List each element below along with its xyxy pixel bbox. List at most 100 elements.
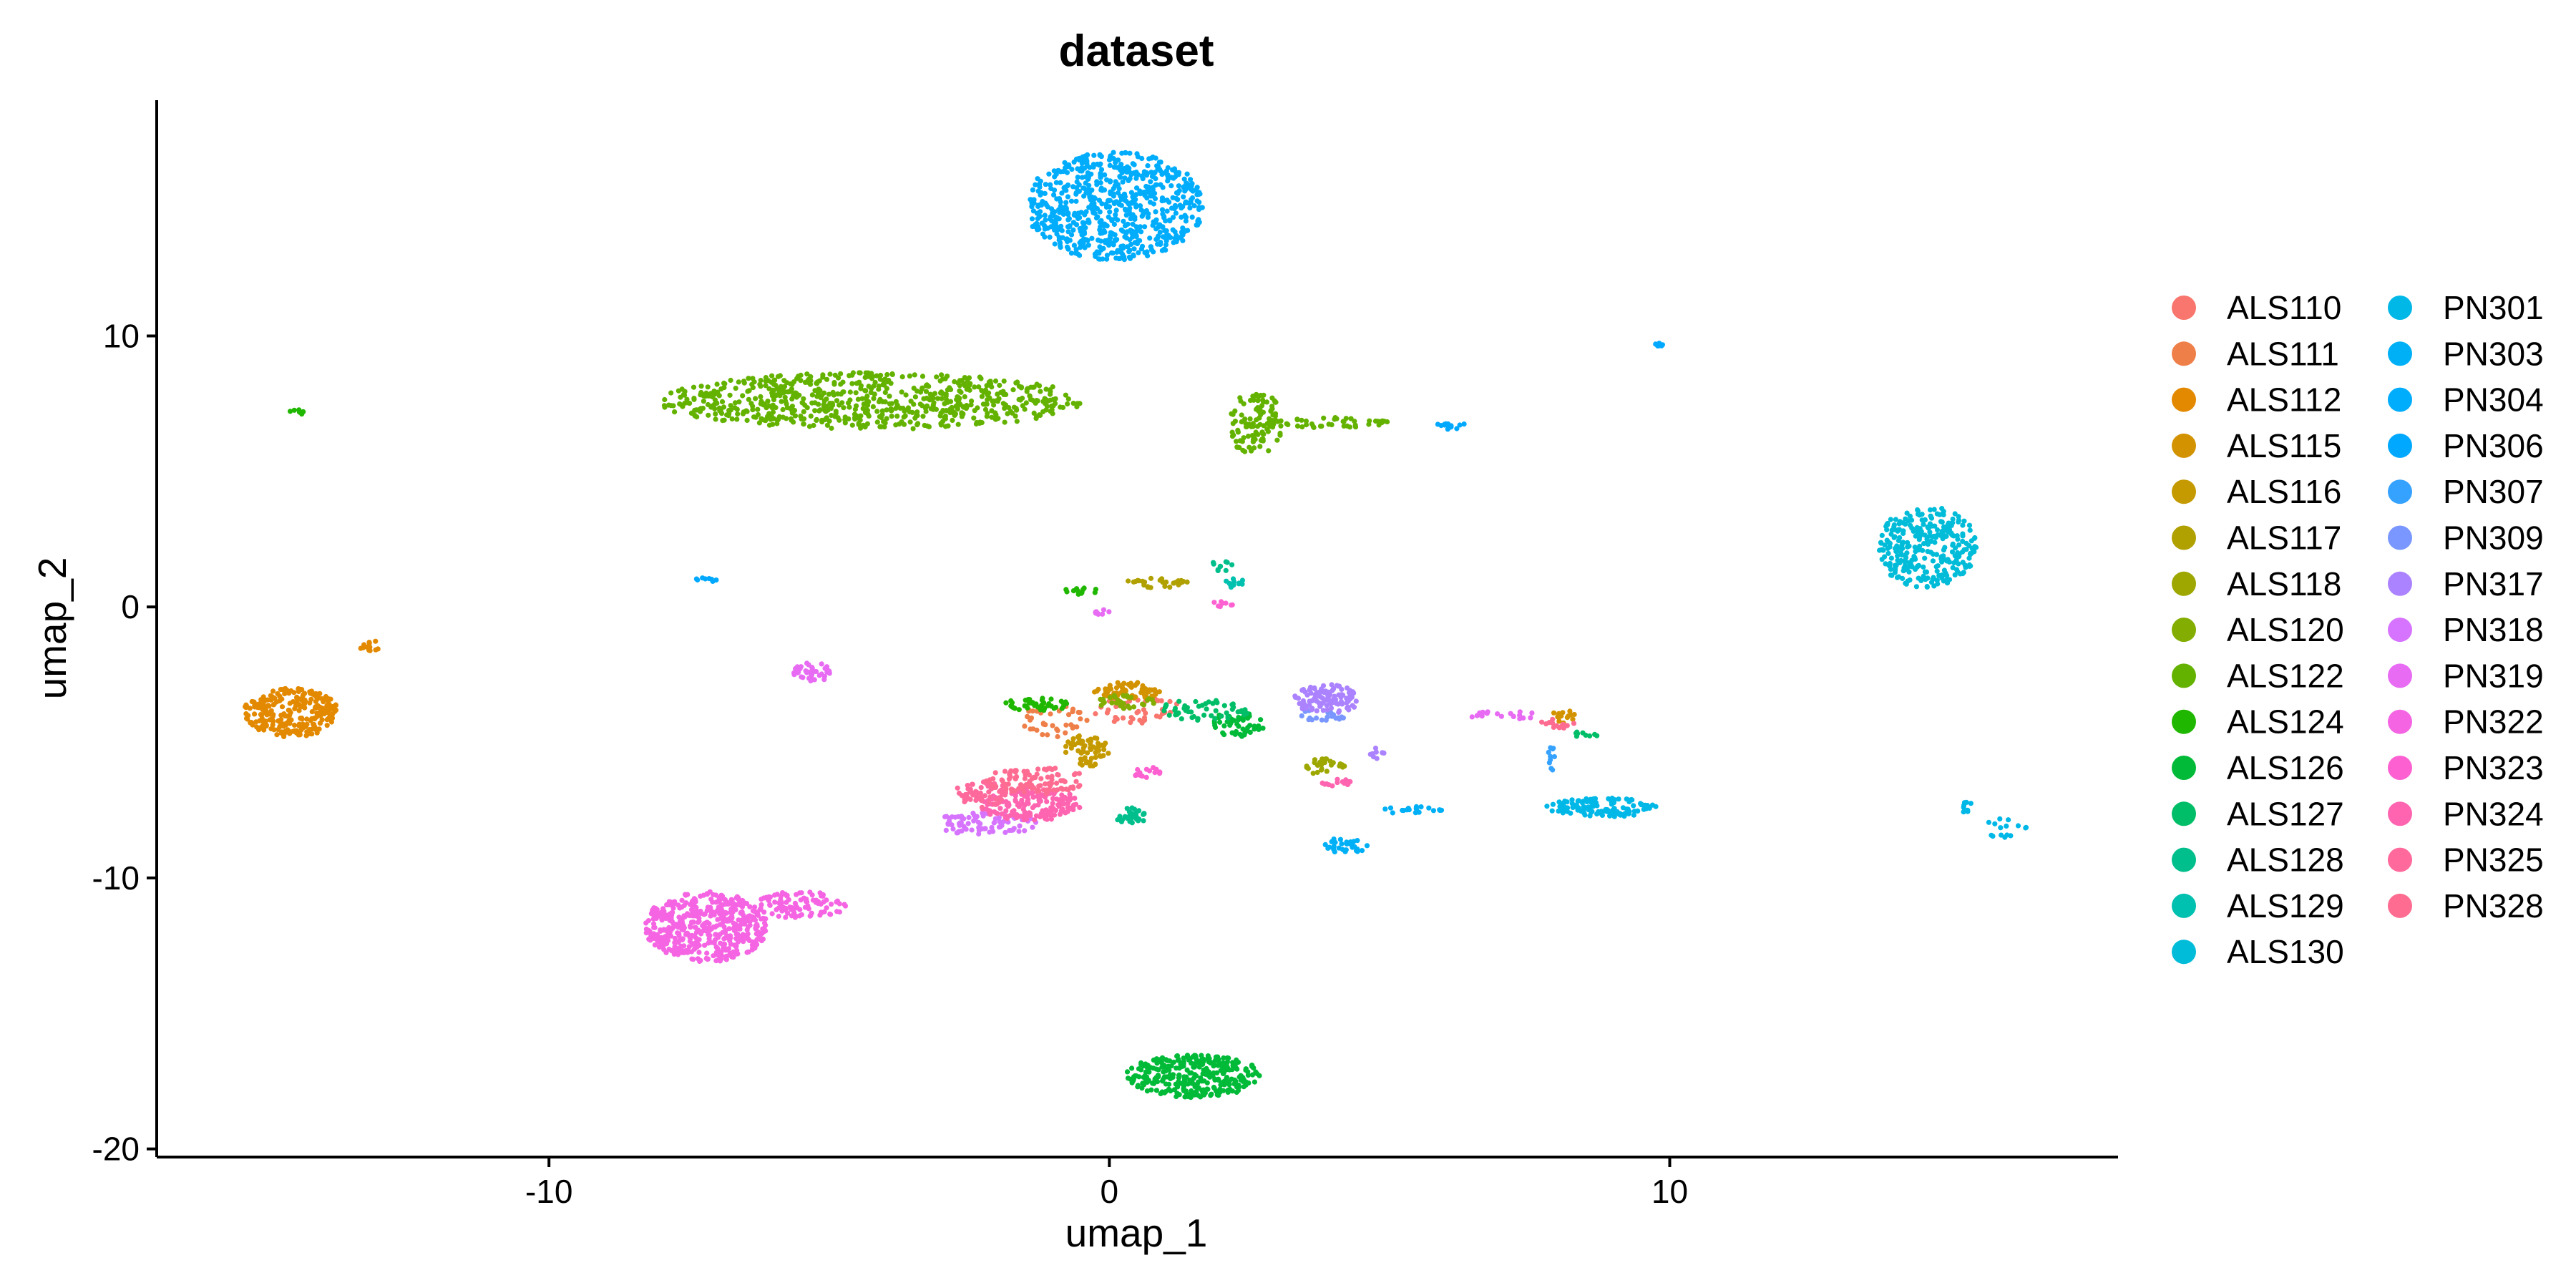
data-point	[1913, 549, 1918, 555]
data-point	[1902, 559, 1908, 565]
data-point	[1304, 764, 1309, 771]
data-point	[333, 702, 339, 708]
data-point	[1237, 395, 1243, 401]
data-point	[1022, 776, 1028, 781]
data-point	[1117, 683, 1123, 688]
data-point	[1143, 687, 1148, 693]
data-point	[1076, 733, 1082, 739]
data-point	[955, 785, 960, 791]
data-point	[696, 918, 702, 924]
data-point	[738, 909, 744, 915]
data-point	[736, 379, 741, 385]
data-point	[718, 956, 724, 962]
legend-label: PN301	[2443, 289, 2544, 326]
data-point	[836, 417, 842, 423]
data-point	[1380, 750, 1385, 756]
data-point	[1400, 808, 1407, 814]
data-point	[798, 378, 804, 384]
data-point	[862, 374, 868, 381]
data-point	[821, 404, 827, 410]
data-point	[1181, 176, 1187, 182]
data-point	[1023, 400, 1029, 406]
data-point	[1108, 230, 1113, 235]
data-point	[1135, 154, 1141, 160]
data-point	[987, 829, 992, 835]
data-point	[256, 727, 262, 733]
data-point	[1034, 727, 1040, 733]
data-point	[1191, 713, 1197, 720]
data-point	[1016, 707, 1022, 713]
data-point	[910, 426, 916, 431]
data-point	[754, 942, 760, 947]
legend-item: PN323	[2388, 749, 2544, 786]
data-point	[939, 372, 945, 378]
data-point	[1141, 818, 1146, 824]
legend-label: PN322	[2443, 703, 2544, 741]
data-point	[942, 414, 947, 421]
data-point	[1968, 801, 1974, 806]
data-point	[1071, 243, 1077, 248]
data-point	[806, 675, 812, 681]
data-point	[1330, 688, 1335, 693]
series-ALS122	[661, 370, 1390, 454]
data-point	[1906, 560, 1912, 566]
data-point	[1247, 416, 1253, 422]
data-point	[1252, 726, 1257, 732]
legend-label: PN317	[2443, 565, 2544, 602]
data-point	[1187, 205, 1193, 211]
data-point	[992, 770, 998, 776]
data-point	[1878, 540, 1884, 545]
data-point	[962, 791, 968, 798]
data-point	[1953, 567, 1960, 572]
data-point	[846, 400, 852, 406]
data-point	[1067, 791, 1073, 797]
data-point	[874, 409, 880, 414]
data-point	[1888, 531, 1894, 537]
data-point	[1218, 1082, 1224, 1088]
data-point	[287, 717, 293, 723]
data-point	[705, 957, 711, 962]
data-point	[1058, 243, 1063, 249]
data-point	[1348, 416, 1354, 421]
data-point	[1023, 698, 1028, 703]
data-point	[1066, 162, 1072, 168]
data-point	[838, 391, 844, 397]
data-point	[1347, 694, 1353, 701]
data-point	[675, 952, 681, 957]
data-point	[889, 371, 895, 377]
data-point	[1215, 1063, 1221, 1068]
data-point	[1268, 407, 1274, 414]
data-point	[794, 892, 799, 897]
data-point	[1252, 1079, 1257, 1085]
legend-swatch	[2388, 341, 2412, 366]
data-point	[1927, 530, 1933, 535]
data-point	[1006, 405, 1012, 411]
data-point	[1152, 1078, 1158, 1084]
data-point	[672, 935, 678, 941]
data-point	[1075, 215, 1081, 222]
data-point	[806, 424, 813, 429]
data-point	[1232, 731, 1238, 737]
data-point	[869, 371, 874, 376]
data-point	[1008, 774, 1013, 779]
data-point	[1387, 805, 1394, 811]
data-point	[1176, 1092, 1182, 1098]
data-point	[725, 935, 731, 941]
data-point	[1200, 1071, 1206, 1077]
data-point	[994, 398, 1000, 404]
data-point	[1020, 801, 1026, 807]
data-point	[1934, 511, 1940, 517]
data-point	[1143, 1069, 1148, 1075]
data-point	[1294, 423, 1301, 429]
data-point	[758, 902, 764, 907]
x-tick-label: -10	[525, 1173, 572, 1210]
data-point	[1210, 701, 1216, 706]
data-point	[1156, 689, 1162, 695]
data-point	[1023, 812, 1029, 818]
data-point	[1461, 421, 1467, 427]
data-point	[1588, 796, 1594, 802]
legend-label: ALS116	[2227, 473, 2341, 510]
data-point	[1137, 717, 1143, 723]
data-point	[1036, 412, 1043, 418]
data-point	[1569, 801, 1575, 806]
